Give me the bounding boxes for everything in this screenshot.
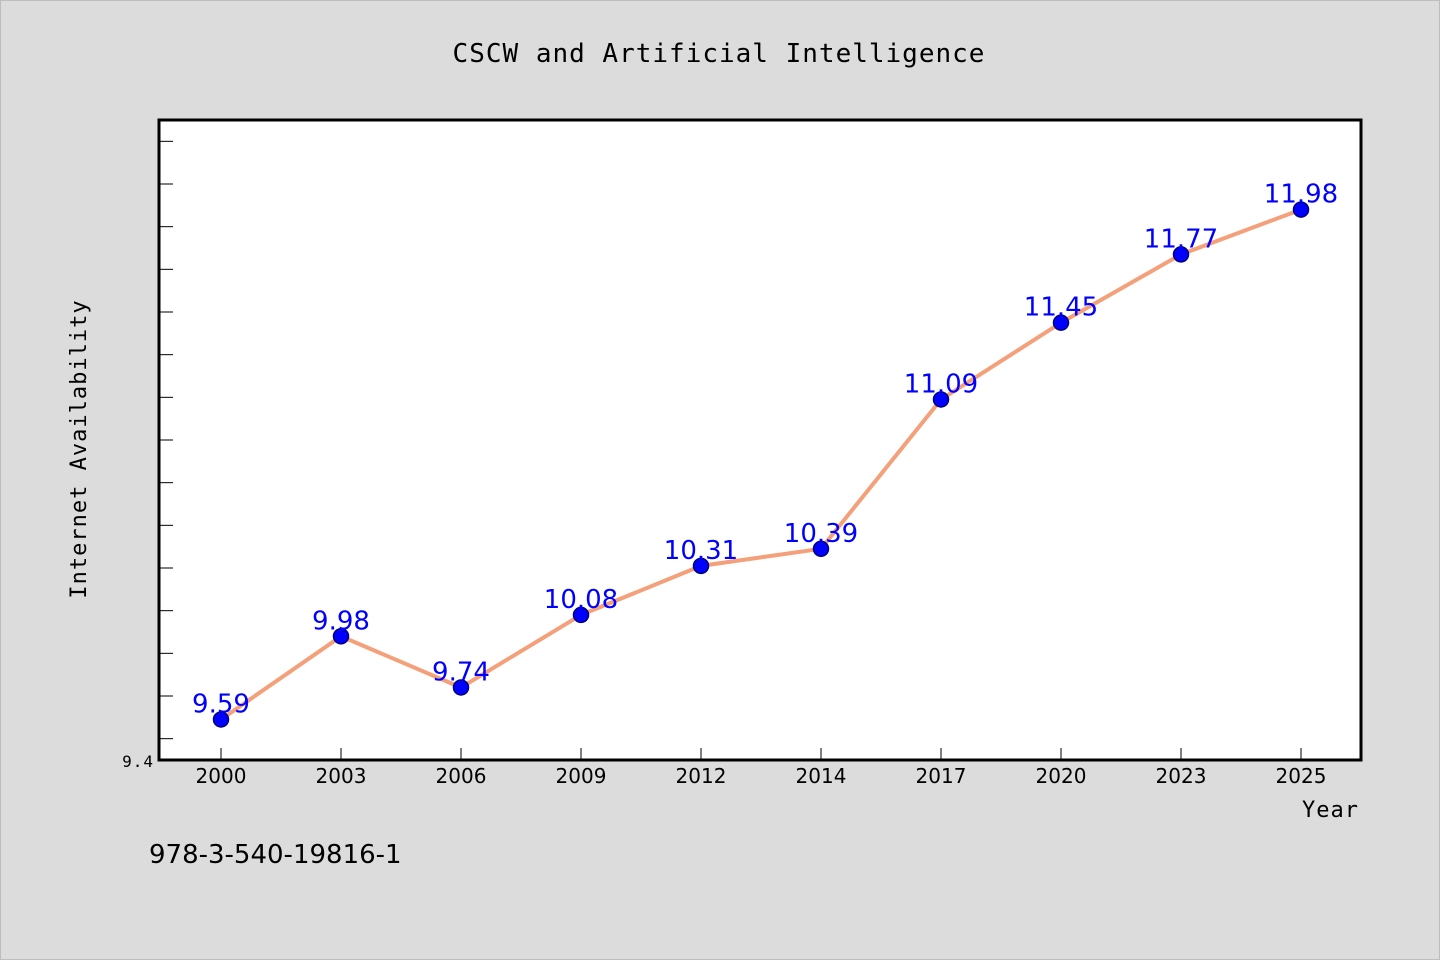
data-point <box>572 606 590 624</box>
data-label: 10.39 <box>784 519 858 549</box>
y-tick-label: 9.4 <box>122 752 154 771</box>
data-point <box>452 679 470 696</box>
data-point <box>1292 201 1310 218</box>
x-tick-label: 2017 <box>916 764 967 788</box>
x-tick-label: 2000 <box>196 764 247 788</box>
x-axis-label: Year <box>1302 798 1359 823</box>
x-tick-label: 2006 <box>436 764 487 788</box>
data-point <box>932 391 950 408</box>
data-label: 11.98 <box>1264 180 1338 210</box>
isbn-footer: 978-3-540-19816-1 <box>149 840 402 870</box>
series-line <box>219 207 1302 722</box>
chart-title: CSCW and Artificial Intelligence <box>453 39 986 69</box>
data-point <box>1172 246 1190 263</box>
data-label: 9.98 <box>312 606 370 636</box>
data-label: 11.45 <box>1024 293 1098 323</box>
data-label: 10.08 <box>544 585 618 615</box>
x-tick-label: 2003 <box>316 764 367 788</box>
x-tick-label: 2014 <box>796 764 847 788</box>
plot-area <box>157 118 1363 762</box>
data-label: 11.09 <box>904 369 978 399</box>
data-point <box>1052 314 1070 331</box>
data-label: 10.31 <box>664 536 738 566</box>
y-axis-label: Internet Availability <box>67 299 92 598</box>
data-label: 11.77 <box>1144 224 1218 254</box>
data-labels: 9.59 9.98 9.74 10.08 10.31 10.39 11.09 11.45 11.… <box>192 180 1338 720</box>
data-label: 9.74 <box>432 657 490 687</box>
x-tick-label: 2012 <box>676 764 727 788</box>
x-axis-ticks: 2000 2003 2006 2009 2012 2014 2017 2020 2023 2025 <box>196 748 1327 788</box>
x-tick-label: 2023 <box>1156 764 1207 788</box>
data-markers <box>212 201 1310 728</box>
x-tick-label: 2025 <box>1276 764 1327 788</box>
data-point <box>692 557 710 575</box>
data-point <box>812 540 830 558</box>
x-tick-label: 2020 <box>1036 764 1087 788</box>
data-point <box>332 628 350 645</box>
data-point <box>212 711 230 728</box>
x-tick-label: 2009 <box>556 764 607 788</box>
data-label: 9.59 <box>192 689 250 719</box>
y-axis-ticks <box>159 140 173 740</box>
